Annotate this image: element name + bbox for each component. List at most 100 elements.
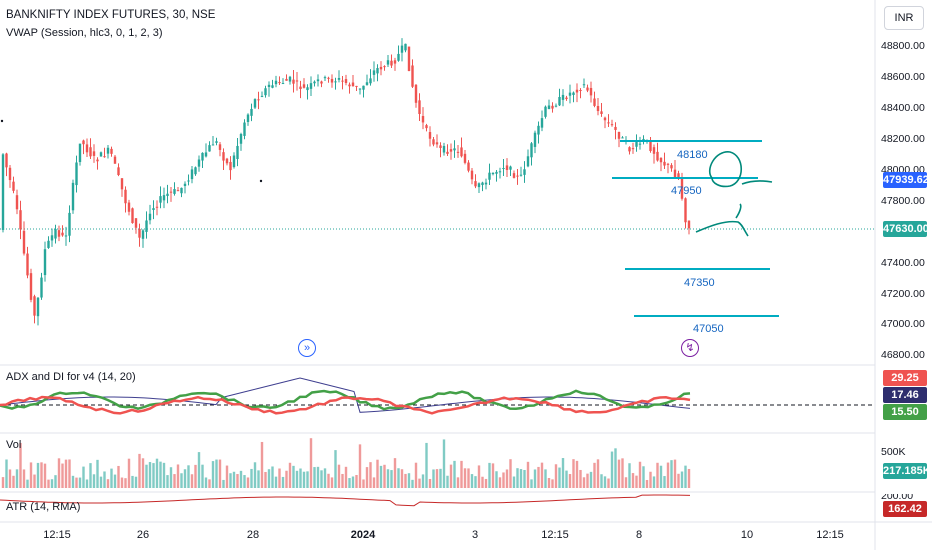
candle-body <box>204 152 208 157</box>
candle-body <box>386 60 390 65</box>
candle-body <box>22 230 26 254</box>
candle-body <box>582 84 586 86</box>
candle-body <box>523 169 526 175</box>
volume-bar <box>565 470 568 488</box>
volume-bar <box>274 476 278 488</box>
replay-icon[interactable]: » <box>298 339 316 357</box>
atr-indicator-label[interactable]: ATR (14, RMA) <box>6 501 81 513</box>
volume-bar <box>162 462 166 488</box>
adx-value-tag: 17.46 <box>883 387 927 403</box>
level-label-47050[interactable]: 47050 <box>693 323 724 335</box>
volume-bar <box>418 478 421 488</box>
volume-bar <box>442 439 446 488</box>
candle-body <box>264 88 267 96</box>
vwap-indicator-label[interactable]: VWAP (Session, hlc3, 0, 1, 2, 3) <box>6 27 163 39</box>
volume-bar <box>656 462 659 488</box>
candle-body <box>393 60 397 64</box>
price-axis-label: 48400.00 <box>881 102 925 114</box>
candle-body <box>134 218 138 228</box>
volume-bar <box>127 458 131 488</box>
candle-body <box>1 154 5 230</box>
volume-bar <box>390 470 393 488</box>
candle-body <box>432 139 435 145</box>
volume-bar <box>400 469 404 488</box>
volume-bar <box>253 462 257 488</box>
volume-bar <box>106 479 110 488</box>
freehand-arrow-drawing[interactable] <box>695 203 749 237</box>
candle-body <box>36 297 40 317</box>
candle-body <box>488 172 491 180</box>
volume-bar <box>425 442 428 488</box>
volume-bar <box>260 441 264 488</box>
price-axis-label: 48200.00 <box>881 133 925 145</box>
candle-body <box>568 92 572 96</box>
candle-body <box>106 147 110 154</box>
candle-body <box>229 161 232 171</box>
candle-body <box>194 167 197 175</box>
candle-body <box>295 80 299 82</box>
candle-body <box>124 189 127 204</box>
symbol-title[interactable]: BANKNIFTY INDEX FUTURES, 30, NSE <box>6 9 216 21</box>
marker-dot <box>0 119 4 123</box>
candle-body <box>673 169 677 177</box>
volume-bar <box>92 474 96 488</box>
candle-body <box>183 183 187 186</box>
candle-body <box>40 277 43 298</box>
level-label-48180[interactable]: 48180 <box>677 149 708 161</box>
candle-body <box>561 94 565 100</box>
volume-bar <box>264 471 267 488</box>
volume-bar <box>530 479 533 488</box>
volume-bar <box>449 464 453 488</box>
candle-body <box>180 187 183 194</box>
candle-body <box>449 149 453 152</box>
candle-body <box>155 206 159 208</box>
volume-bar <box>110 468 113 488</box>
candle-body <box>547 105 551 110</box>
level-label-47950[interactable]: 47950 <box>671 185 702 197</box>
candle-body <box>236 145 239 160</box>
candle-body <box>201 152 204 161</box>
lightning-icon[interactable]: ↯ <box>681 339 699 357</box>
volume-bar <box>376 459 379 488</box>
volume-bar <box>453 460 456 488</box>
level-label-47350[interactable]: 47350 <box>684 277 715 289</box>
volume-bar <box>218 459 222 488</box>
volume-bar <box>15 469 19 488</box>
candle-body <box>652 147 656 154</box>
currency-button[interactable]: INR <box>884 6 924 30</box>
volume-bar <box>502 472 505 488</box>
volume-bar <box>344 466 348 488</box>
candle-body <box>400 45 404 53</box>
candle-body <box>687 220 691 229</box>
volume-bar <box>222 479 225 488</box>
volume-bar <box>463 468 467 488</box>
candle-body <box>477 183 481 188</box>
candle-body <box>551 105 554 109</box>
volume-bar <box>586 473 589 488</box>
candle-body <box>512 173 516 178</box>
candle-body <box>537 125 540 135</box>
candle-body <box>5 153 8 168</box>
volume-bar <box>509 459 512 488</box>
volume-bar <box>624 477 628 488</box>
volume-bar <box>575 460 579 488</box>
volume-bar <box>316 466 320 488</box>
candle-body <box>78 143 82 163</box>
volume-bar <box>285 470 288 488</box>
freehand-circle-drawing[interactable] <box>708 151 773 188</box>
adx-indicator-label[interactable]: ADX and DI for v4 (14, 20) <box>6 371 136 383</box>
volume-bar <box>267 469 271 488</box>
candle-body <box>372 70 376 75</box>
adx-line <box>0 377 691 413</box>
volume-bar <box>411 479 414 488</box>
candles <box>1 38 691 326</box>
candle-body <box>498 171 502 173</box>
candle-body <box>75 162 78 186</box>
volume-bar <box>89 463 92 488</box>
volume-bar <box>12 475 15 488</box>
candle-body <box>159 196 162 203</box>
volume-bar <box>306 471 309 488</box>
candle-body <box>635 142 638 147</box>
volume-indicator-label[interactable]: Vol <box>6 439 22 451</box>
